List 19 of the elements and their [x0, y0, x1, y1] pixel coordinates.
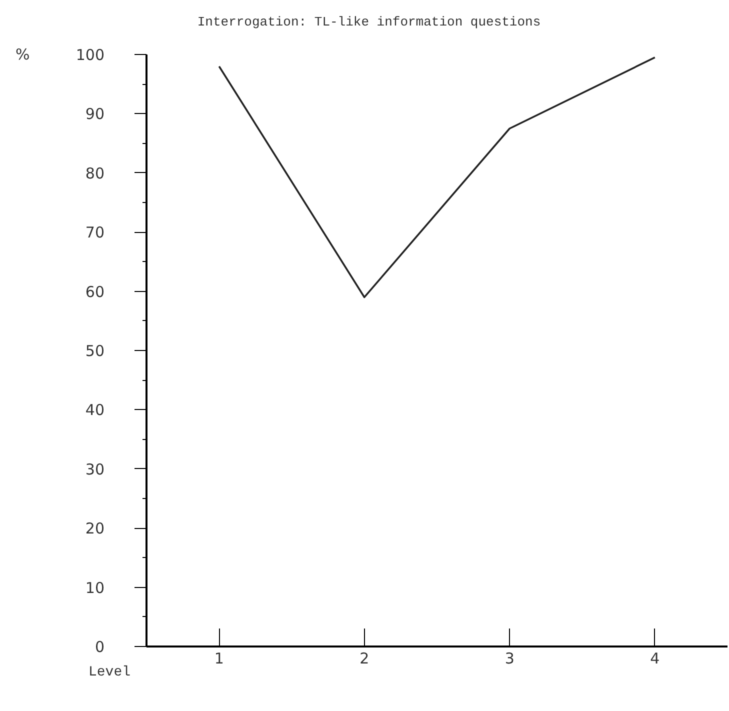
y-tick-label: 50 [85, 342, 105, 360]
y-tick-label: 0 [94, 638, 105, 656]
x-tick-label: 4 [650, 650, 660, 668]
x-tick-label: 1 [214, 650, 224, 668]
y-tick-label: 80 [85, 164, 105, 182]
y-axis-title: % [16, 46, 30, 64]
x-axis-title: Level [88, 664, 131, 680]
chart-title: Interrogation: TL-like information questions [197, 14, 541, 30]
y-tick-label: 100 [76, 46, 105, 64]
y-tick-label: 60 [85, 282, 105, 301]
y-tick-label: 70 [85, 224, 105, 242]
x-tick-label: 2 [360, 650, 370, 668]
y-tick-label: 10 [85, 578, 105, 597]
y-tick-label: 90 [85, 105, 105, 124]
line-series [218, 56, 656, 298]
y-tick-label: 20 [85, 520, 105, 538]
y-tick-label: 30 [85, 460, 105, 478]
y-tick-label: 40 [85, 401, 105, 420]
x-tick-label: 3 [504, 650, 514, 668]
